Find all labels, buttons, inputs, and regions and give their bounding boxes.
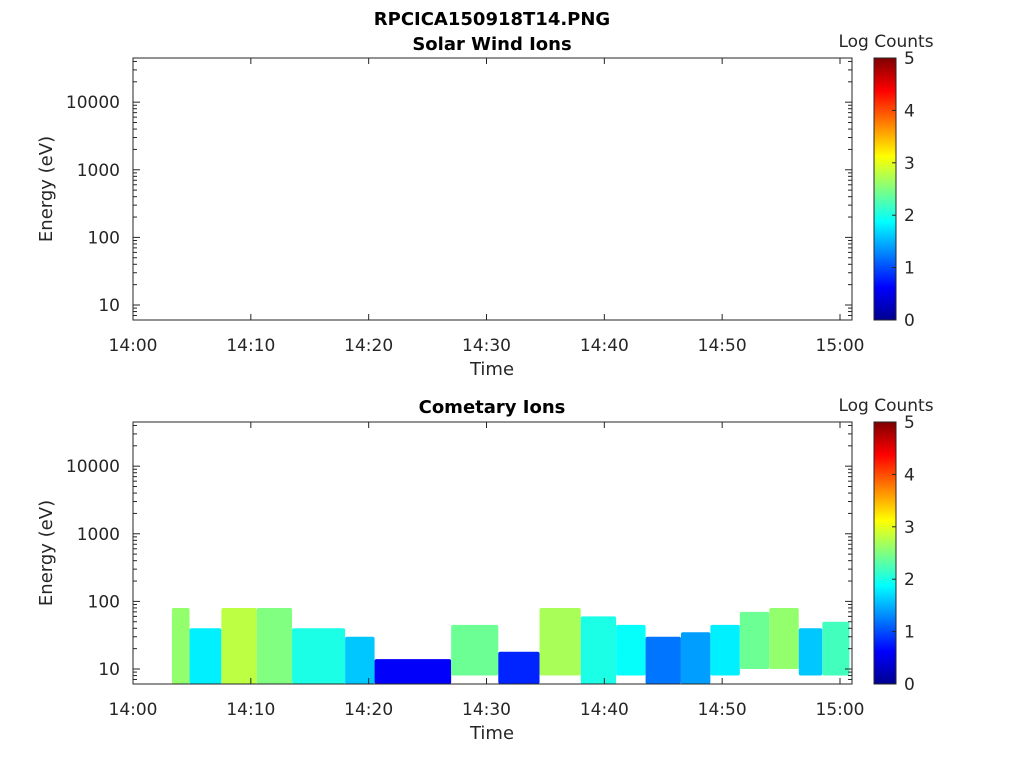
spectrogram-peak — [504, 662, 534, 671]
y-tick-label: 100 — [88, 228, 120, 248]
x-tick-label: 15:00 — [816, 700, 865, 720]
spectrogram-blob — [498, 651, 540, 684]
spectrogram-blob — [680, 632, 711, 684]
colorbar-tick-label: 1 — [904, 623, 915, 643]
spectrogram-blob — [616, 624, 646, 676]
spectrogram-peak — [386, 667, 440, 677]
spectrogram-blob — [292, 628, 346, 684]
spectrogram-peak — [262, 641, 287, 650]
colorbar — [873, 421, 897, 685]
spectrogram-blob — [539, 607, 581, 676]
y-tick-label: 100 — [88, 592, 120, 612]
spectrogram-blob — [710, 624, 740, 676]
colorbar-tick-label: 2 — [904, 570, 915, 590]
x-tick-label: 14:30 — [462, 700, 511, 720]
x-tick-label: 14:00 — [109, 336, 158, 356]
spectrogram-peak — [802, 647, 819, 656]
spectrogram-peak — [349, 652, 371, 662]
x-tick-label: 14:50 — [698, 336, 747, 356]
x-tick-label: 14:10 — [226, 700, 275, 720]
colorbar-tick-label: 5 — [904, 49, 915, 69]
x-tick-label: 14:30 — [462, 336, 511, 356]
spectrogram-blob — [221, 607, 257, 684]
y-tick-label: 1000 — [77, 525, 120, 545]
spectrogram-cell — [292, 628, 346, 684]
colorbar-tick-label: 5 — [904, 413, 915, 433]
spectrogram-peak — [194, 647, 217, 656]
spectrogram-cell — [769, 607, 799, 670]
y-tick-label: 10000 — [66, 93, 120, 113]
y-tick-label: 10000 — [66, 457, 120, 477]
spectrogram-blob — [451, 624, 499, 676]
colorbar — [873, 57, 897, 321]
y-tick-label: 1000 — [77, 161, 120, 181]
spectrogram-peak — [714, 641, 736, 650]
y-axis-label: Energy (eV) — [36, 500, 57, 606]
colorbar-tick-label: 1 — [904, 259, 915, 279]
spectrogram-peak — [620, 644, 642, 653]
x-tick-label: 14:50 — [698, 700, 747, 720]
spectrogram-peak — [226, 637, 252, 647]
plot-frame — [132, 57, 853, 321]
plot-frame — [132, 421, 853, 685]
spectrogram-peak — [826, 641, 846, 650]
spectrogram-peak — [545, 632, 575, 641]
colorbar-tick-label: 0 — [904, 311, 915, 331]
spectrogram-cell — [680, 632, 711, 684]
x-tick-label: 15:00 — [816, 336, 865, 356]
colorbar-tick-label: 0 — [904, 675, 915, 695]
spectrogram-peak — [685, 649, 706, 658]
x-tick-label: 14:20 — [344, 700, 393, 720]
spectrogram-cell — [739, 611, 770, 670]
spectrogram-cell — [710, 624, 740, 676]
spectrogram-cell — [189, 628, 222, 684]
spectrogram-cell — [539, 607, 581, 676]
colorbar-tick-label: 4 — [904, 101, 915, 121]
x-tick-label: 14:10 — [226, 336, 275, 356]
spectrogram-blob — [798, 628, 823, 676]
x-axis-label: Time — [469, 359, 514, 380]
colorbar-label: Log Counts — [838, 32, 933, 52]
spectrogram-peak — [586, 641, 611, 650]
panel-title: Cometary Ions — [419, 397, 566, 418]
x-tick-label: 14:40 — [580, 336, 629, 356]
solar-wind-ions-panel: Solar Wind Ions 14:00 14:10 14:20 14:30 14:40… — [36, 32, 934, 380]
spectrogram-peak — [174, 641, 187, 650]
x-axis-label: Time — [469, 723, 514, 744]
spectrogram-blob — [645, 636, 681, 684]
x-tick-label: 14:00 — [109, 700, 158, 720]
spectrogram-blob — [171, 607, 190, 684]
colorbar-tick-label: 3 — [904, 154, 915, 174]
y-tick-label: 10 — [98, 660, 120, 680]
colorbar-tick-label: 3 — [904, 518, 915, 538]
spectrogram-peak — [744, 630, 765, 639]
x-tick-label: 14:20 — [344, 336, 393, 356]
y-tick-label: 10 — [98, 296, 120, 316]
spectrogram-blob — [739, 611, 770, 670]
panel-title: Solar Wind Ions — [412, 34, 571, 55]
x-tick-label: 14:40 — [580, 700, 629, 720]
spectrogram-cell — [580, 616, 617, 684]
figure-title: RPCICA150918T14.PNG — [374, 9, 610, 30]
spectrogram-blob — [345, 636, 375, 684]
spectrogram-blob — [189, 628, 222, 684]
spectrogram-peak — [773, 628, 795, 637]
colorbar-tick-label: 2 — [904, 206, 915, 226]
colorbar-label: Log Counts — [838, 396, 933, 416]
spectrogram-blob — [580, 616, 617, 684]
spectrogram-data — [171, 607, 850, 684]
y-axis-label: Energy (eV) — [36, 136, 57, 242]
spectrogram-peak — [650, 652, 676, 662]
spectrogram-blob — [769, 607, 799, 670]
spectrogram-peak — [458, 644, 492, 653]
colorbar-tick-label: 4 — [904, 465, 915, 485]
spectrogram-blob — [822, 621, 850, 676]
spectrogram-blob — [256, 607, 293, 684]
spectrogram-blob — [374, 659, 452, 684]
spectrogram-peak — [300, 647, 338, 656]
